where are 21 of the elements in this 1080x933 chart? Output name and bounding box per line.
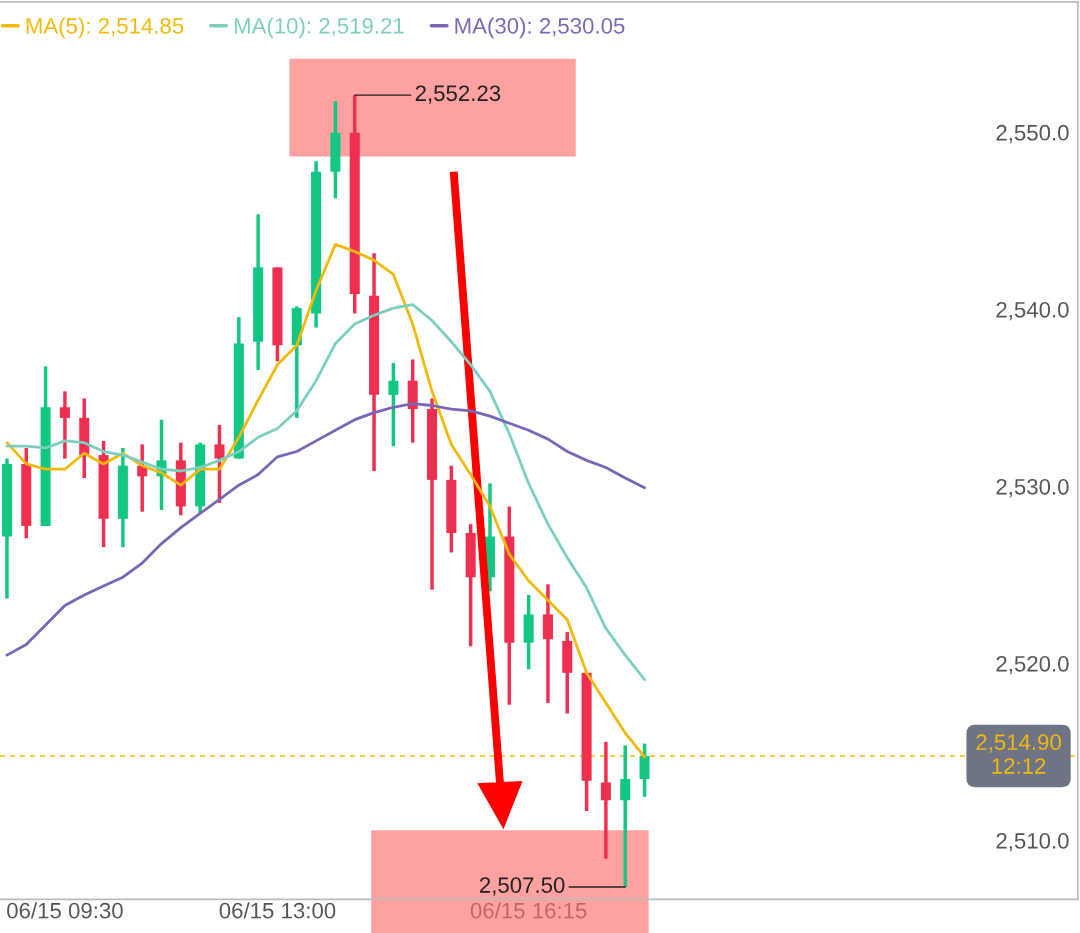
y-tick-label: 2,530.0 — [996, 478, 1069, 498]
y-tick-label: 2,550.0 — [996, 124, 1069, 144]
x-tick-label: 06/15 09:30 — [7, 902, 123, 919]
legend-label: MA(5): 2,514.85 — [26, 17, 184, 39]
legend-label: MA(30): 2,530.05 — [455, 17, 625, 39]
candlestick — [59, 391, 70, 459]
y-tick-label: 2,520.0 — [996, 655, 1069, 675]
ref-line-label: 2,514.90 12:12 — [976, 734, 1061, 774]
annotation: 2,507.50 — [479, 877, 565, 896]
y-tick-label: 2,540.0 — [996, 301, 1069, 321]
line-series — [5, 402, 646, 657]
legend-label: MA(10): 2,519.21 — [234, 17, 404, 39]
line-series — [5, 303, 646, 682]
y-tick-label: 2,510.0 — [996, 832, 1069, 852]
candlestick — [620, 745, 631, 888]
annotation: 2,552.23 — [415, 85, 501, 104]
candlestick — [639, 743, 650, 797]
x-tick-label: 06/15 16:15 — [470, 902, 587, 919]
candlestick — [600, 741, 611, 859]
candlestick — [388, 363, 399, 447]
x-tick-label: 06/15 13:00 — [219, 902, 336, 919]
